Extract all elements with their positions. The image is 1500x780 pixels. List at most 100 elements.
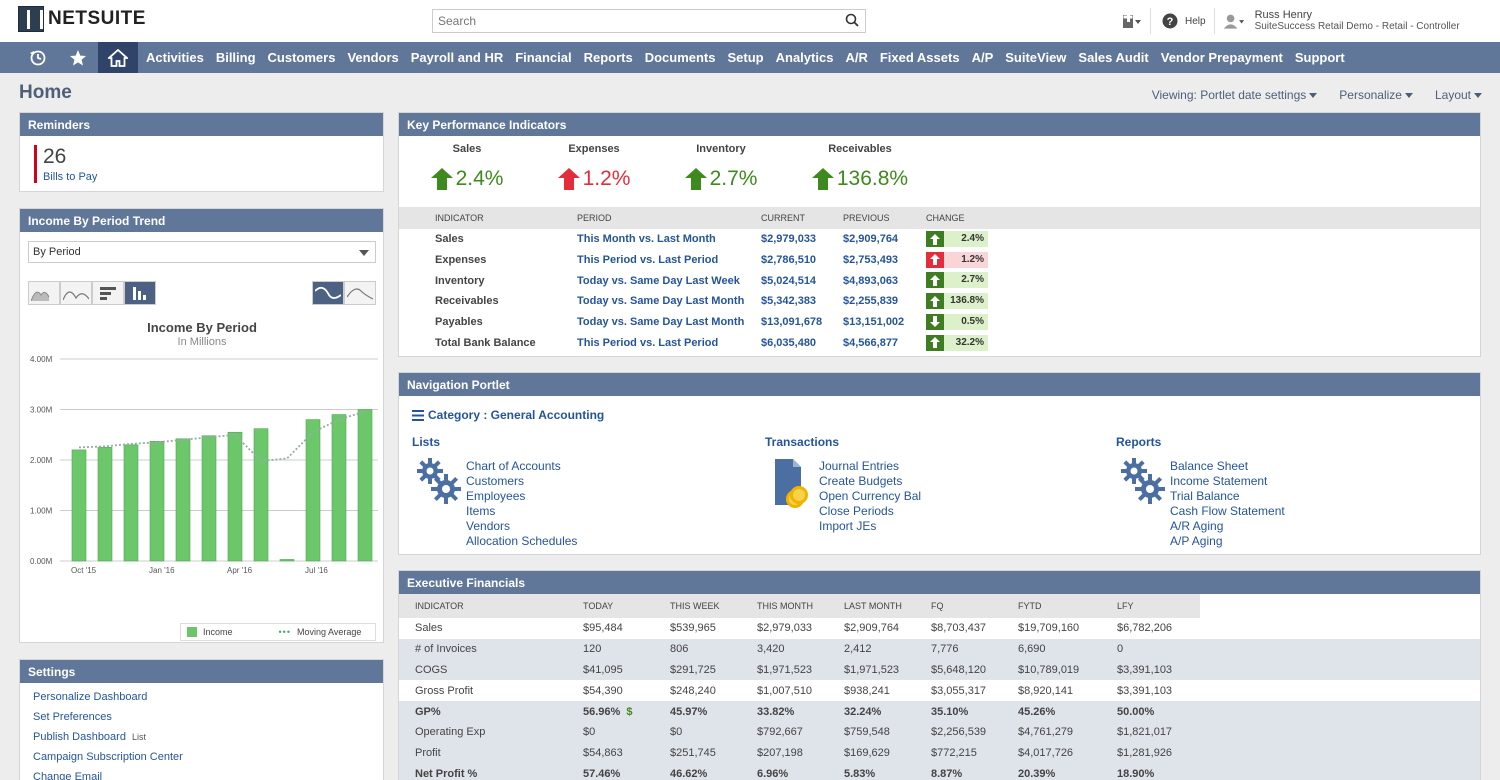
nav-transaction-link[interactable]: Journal Entries bbox=[819, 459, 900, 473]
nav-report-link[interactable]: Trial Balance bbox=[1170, 489, 1240, 503]
nav-list-link[interactable]: Items bbox=[466, 504, 496, 518]
netsuite-logo[interactable]: NETSUITE bbox=[18, 6, 146, 32]
nav-documents[interactable]: Documents bbox=[644, 50, 716, 65]
user-menu[interactable]: Russ Henry SuiteSuccess Retail Demo - Re… bbox=[1255, 10, 1460, 33]
nav-list-link[interactable]: Vendors bbox=[466, 519, 511, 533]
kpi-indicator: Sales bbox=[435, 233, 464, 246]
kpi-current-link[interactable]: $2,979,033 bbox=[761, 233, 817, 246]
ef-row: Sales $95,484 $539,965 $2,979,033 $2,909,764… bbox=[399, 618, 1480, 639]
nav-setup[interactable]: Setup bbox=[727, 50, 764, 65]
nav-suiteview[interactable]: SuiteView bbox=[1005, 50, 1067, 65]
nav-list-link[interactable]: Allocation Schedules bbox=[466, 534, 578, 548]
nav-fixed-assets[interactable]: Fixed Assets bbox=[879, 50, 960, 65]
nav-vendor-prepayment[interactable]: Vendor Prepayment bbox=[1160, 50, 1283, 65]
bar-income[interactable] bbox=[331, 414, 347, 562]
smooth-curve-icon[interactable] bbox=[312, 281, 344, 305]
nav-activities[interactable]: Activities bbox=[146, 50, 204, 65]
nav-ar[interactable]: A/R bbox=[845, 50, 868, 65]
nav-payroll-hr[interactable]: Payroll and HR bbox=[410, 50, 504, 65]
search-input[interactable] bbox=[433, 10, 833, 32]
kpi-previous-link[interactable]: $4,893,063 bbox=[843, 274, 899, 287]
bar-income[interactable] bbox=[97, 447, 113, 562]
reminder-bills-to-pay[interactable]: 26 Bills to Pay bbox=[34, 145, 97, 183]
nav-transaction-link[interactable]: Create Budgets bbox=[819, 474, 903, 488]
kpi-previous-link[interactable]: $2,909,764 bbox=[843, 233, 899, 246]
bar-income[interactable] bbox=[123, 444, 139, 562]
nav-support[interactable]: Support bbox=[1294, 50, 1345, 65]
nav-report-link[interactable]: Income Statement bbox=[1170, 474, 1268, 488]
bar-income[interactable] bbox=[227, 431, 243, 562]
publish-list-link[interactable]: List bbox=[131, 732, 146, 742]
nav-ap[interactable]: A/P bbox=[971, 50, 994, 65]
kpi-previous-link[interactable]: $2,255,839 bbox=[843, 295, 899, 308]
nav-financial[interactable]: Financial bbox=[515, 50, 572, 65]
bar-income[interactable] bbox=[175, 438, 191, 562]
bar-income[interactable] bbox=[279, 559, 295, 562]
layout-dropdown[interactable]: Layout bbox=[1435, 88, 1482, 102]
reminder-label[interactable]: Bills to Pay bbox=[43, 171, 98, 183]
publish-dashboard-link[interactable]: Publish Dashboard bbox=[33, 731, 126, 743]
nav-billing[interactable]: Billing bbox=[215, 50, 256, 65]
bar-income[interactable] bbox=[201, 435, 217, 562]
search-icon[interactable] bbox=[845, 13, 859, 27]
nav-transactions-links: Journal Entries Create Budgets Open Curren… bbox=[819, 459, 921, 534]
kpi-period-link[interactable]: Today vs. Same Day Last Month bbox=[577, 316, 745, 329]
line-chart-icon[interactable] bbox=[60, 281, 92, 305]
ef-value: $8,703,437 bbox=[931, 622, 987, 635]
nav-customers[interactable]: Customers bbox=[267, 50, 336, 65]
column-chart-icon[interactable] bbox=[124, 281, 156, 305]
nav-reports[interactable]: Reports bbox=[583, 50, 633, 65]
area-chart-icon[interactable] bbox=[28, 281, 60, 305]
kpi-current-link[interactable]: $2,786,510 bbox=[761, 254, 817, 267]
home-icon[interactable] bbox=[98, 42, 138, 73]
personalize-dropdown[interactable]: Personalize bbox=[1339, 88, 1413, 102]
nav-transaction-link[interactable]: Close Periods bbox=[819, 504, 894, 518]
nav-analytics[interactable]: Analytics bbox=[775, 50, 834, 65]
create-new-icon[interactable] bbox=[1120, 11, 1142, 31]
shortcuts-star-icon[interactable] bbox=[58, 42, 98, 73]
kpi-period-link[interactable]: Today vs. Same Day Last Month bbox=[577, 295, 745, 308]
viewing-dropdown[interactable]: Viewing: Portlet date settings bbox=[1152, 88, 1318, 102]
bar-income[interactable] bbox=[357, 409, 373, 562]
settings-change-email[interactable]: Change Email bbox=[33, 771, 103, 780]
settings-campaign-subscription[interactable]: Campaign Subscription Center bbox=[33, 751, 183, 763]
kpi-period-link[interactable]: This Month vs. Last Month bbox=[577, 233, 716, 246]
kpi-period-link[interactable]: This Period vs. Last Period bbox=[577, 254, 719, 267]
help-link[interactable]: Help bbox=[1185, 15, 1206, 27]
kpi-period-link[interactable]: This Period vs. Last Period bbox=[577, 336, 719, 349]
nav-transaction-link[interactable]: Import JEs bbox=[819, 519, 877, 533]
bar-income[interactable] bbox=[149, 441, 165, 562]
bar-income[interactable] bbox=[253, 428, 269, 562]
nav-list-link[interactable]: Chart of Accounts bbox=[466, 459, 561, 473]
horizontal-bar-icon[interactable] bbox=[92, 281, 124, 305]
nav-report-link[interactable]: Balance Sheet bbox=[1170, 459, 1249, 473]
nav-report-link[interactable]: A/R Aging bbox=[1170, 519, 1224, 533]
settings-set-preferences[interactable]: Set Preferences bbox=[33, 711, 112, 723]
kpi-previous-link[interactable]: $4,566,877 bbox=[843, 336, 899, 349]
category-selector[interactable]: Category : General Accounting bbox=[412, 408, 604, 422]
flat-curve-icon[interactable] bbox=[344, 281, 376, 305]
nav-list-link[interactable]: Employees bbox=[466, 489, 526, 503]
page-title: Home bbox=[19, 82, 72, 103]
help-icon[interactable]: ? bbox=[1159, 11, 1181, 31]
bar-income[interactable] bbox=[71, 449, 87, 562]
recent-records-icon[interactable] bbox=[18, 42, 58, 73]
nav-transaction-link[interactable]: Open Currency Bal bbox=[819, 489, 922, 503]
nav-report-link[interactable]: A/P Aging bbox=[1170, 534, 1223, 548]
user-avatar-icon[interactable] bbox=[1223, 11, 1245, 31]
nav-report-link[interactable]: Cash Flow Statement bbox=[1170, 504, 1285, 518]
kpi-previous-link[interactable]: $13,151,002 bbox=[843, 316, 905, 329]
kpi-current-link[interactable]: $5,342,383 bbox=[761, 295, 817, 308]
nav-list-link[interactable]: Customers bbox=[466, 474, 525, 488]
bar-income[interactable] bbox=[305, 419, 321, 562]
kpi-previous-link[interactable]: $2,753,493 bbox=[843, 254, 899, 267]
kpi-current-link[interactable]: $6,035,480 bbox=[761, 336, 817, 349]
period-select[interactable]: By Period bbox=[28, 241, 376, 263]
nav-sales-audit[interactable]: Sales Audit bbox=[1078, 50, 1149, 65]
ef-value: $759,548 bbox=[828, 721, 915, 743]
kpi-current-link[interactable]: $5,024,514 bbox=[761, 274, 817, 287]
nav-vendors[interactable]: Vendors bbox=[347, 50, 399, 65]
settings-personalize-dashboard[interactable]: Personalize Dashboard bbox=[33, 691, 148, 703]
kpi-period-link[interactable]: Today vs. Same Day Last Week bbox=[577, 274, 740, 287]
kpi-current-link[interactable]: $13,091,678 bbox=[761, 316, 823, 329]
